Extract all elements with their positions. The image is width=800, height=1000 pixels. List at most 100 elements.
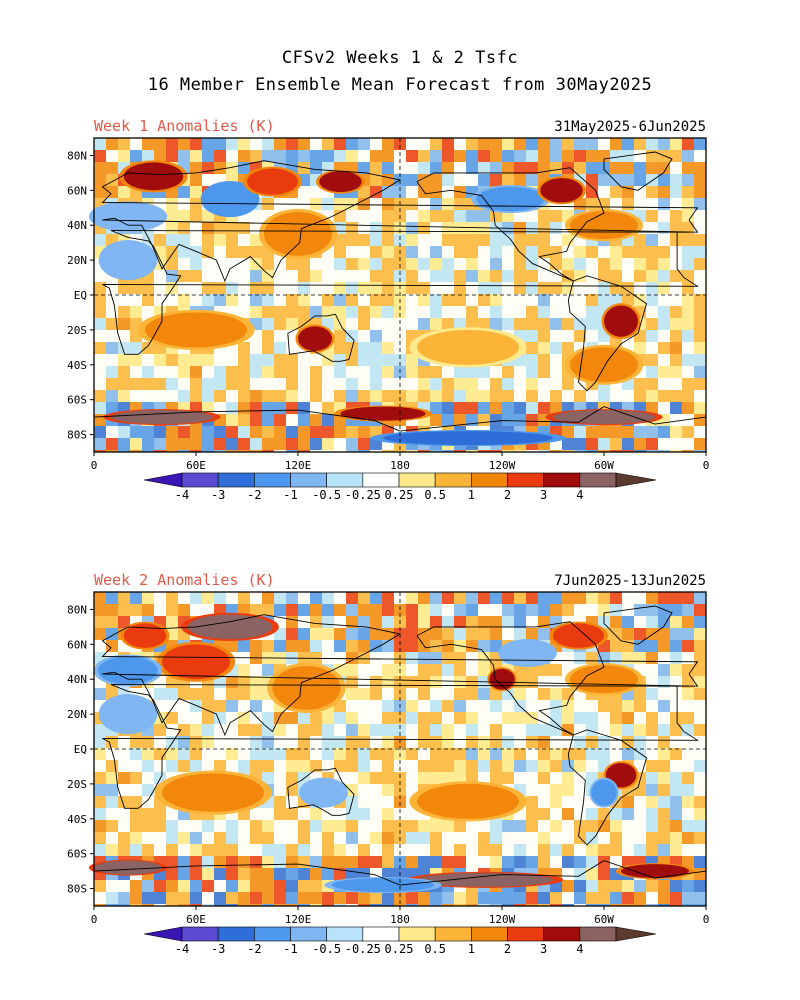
field-cell [526, 414, 538, 426]
field-cell [562, 700, 574, 712]
field-cell [190, 760, 202, 772]
field-cell [322, 414, 334, 426]
field-cell [262, 748, 274, 760]
field-cell [310, 426, 322, 438]
field-cell [598, 820, 610, 832]
field-cell [478, 282, 490, 294]
field-cell [406, 186, 418, 198]
lat-label: 60N [67, 638, 87, 651]
colorbar-swatch [543, 472, 581, 488]
field-cell [502, 724, 514, 736]
field-cell [358, 664, 370, 676]
field-cell [310, 162, 322, 174]
field-cell [526, 138, 538, 150]
field-cell [442, 294, 454, 306]
field-cell [694, 354, 706, 366]
anomaly-region [476, 186, 545, 212]
field-cell [370, 676, 382, 688]
colorbar-swatch [434, 472, 472, 488]
field-cell [190, 688, 202, 700]
field-cell [442, 222, 454, 234]
field-cell [358, 844, 370, 856]
field-cell [334, 868, 346, 880]
field-cell [658, 628, 670, 640]
field-cell [682, 856, 694, 868]
field-cell [286, 450, 298, 452]
field-cell [322, 270, 334, 282]
field-cell [178, 138, 190, 150]
lon-label: 180 [390, 459, 410, 472]
field-cell [658, 330, 670, 342]
field-cell [694, 904, 706, 906]
field-cell [550, 796, 562, 808]
field-cell [250, 904, 262, 906]
field-cell [634, 844, 646, 856]
field-cell [262, 892, 274, 904]
field-cell [526, 174, 538, 186]
field-cell [454, 652, 466, 664]
field-cell [214, 294, 226, 306]
field-cell [202, 880, 214, 892]
field-cell [382, 604, 394, 616]
field-cell [250, 604, 262, 616]
field-cell [538, 354, 550, 366]
field-cell [574, 592, 586, 604]
field-cell [550, 246, 562, 258]
field-cell [646, 652, 658, 664]
field-cell [394, 760, 406, 772]
field-cell [418, 820, 430, 832]
field-cell [322, 616, 334, 628]
field-cell [250, 234, 262, 246]
field-cell [166, 210, 178, 222]
field-cell [202, 604, 214, 616]
field-cell [538, 390, 550, 402]
anomaly-region [417, 872, 553, 887]
field-cell [430, 844, 442, 856]
field-cell [682, 592, 694, 604]
field-cell [106, 760, 118, 772]
field-cell [370, 222, 382, 234]
field-cell [658, 450, 670, 452]
field-cell [526, 450, 538, 452]
field-cell [442, 198, 454, 210]
field-cell [694, 640, 706, 652]
field-cell [322, 150, 334, 162]
field-cell [382, 688, 394, 700]
field-cell [106, 390, 118, 402]
field-cell [310, 616, 322, 628]
field-cell [562, 784, 574, 796]
field-cell [562, 760, 574, 772]
field-cell [166, 808, 178, 820]
field-cell [478, 748, 490, 760]
field-cell [610, 150, 622, 162]
colorbar-label: -2 [247, 488, 261, 502]
field-cell [286, 318, 298, 330]
field-cell [94, 138, 106, 150]
field-cell [658, 426, 670, 438]
field-cell [430, 414, 442, 426]
field-cell [586, 294, 598, 306]
field-cell [118, 150, 130, 162]
field-cell [274, 856, 286, 868]
field-cell [382, 772, 394, 784]
field-cell [382, 844, 394, 856]
field-cell [538, 150, 550, 162]
field-cell [94, 402, 106, 414]
field-cell [622, 258, 634, 270]
field-cell [478, 366, 490, 378]
field-cell [250, 138, 262, 150]
field-cell [682, 390, 694, 402]
field-cell [310, 450, 322, 452]
colorbar-swatch [181, 472, 219, 488]
field-cell [502, 270, 514, 282]
field-cell [586, 186, 598, 198]
field-cell [262, 270, 274, 282]
colorbar-arrow-high [615, 926, 657, 942]
field-cell [694, 414, 706, 426]
field-cell [370, 210, 382, 222]
field-cell [442, 210, 454, 222]
field-cell [154, 820, 166, 832]
field-cell [646, 162, 658, 174]
field-cell [550, 150, 562, 162]
field-cell [154, 282, 166, 294]
